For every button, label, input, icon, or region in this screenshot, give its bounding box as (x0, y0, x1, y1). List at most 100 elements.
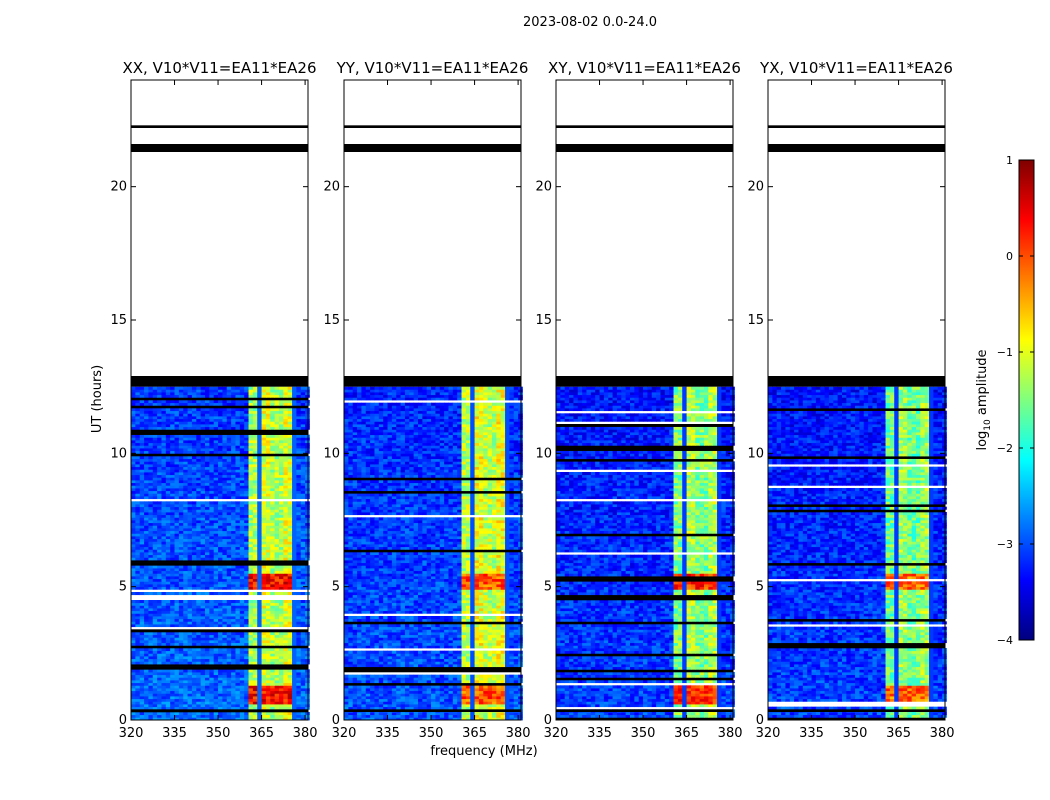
heatmap-cell (152, 472, 158, 476)
heatmap-cell (204, 413, 210, 417)
heatmap-cell (391, 706, 397, 710)
heatmap-cell (183, 448, 188, 452)
heatmap-cell (305, 717, 310, 721)
heatmap-cell (139, 586, 145, 590)
heatmap-cell (300, 472, 306, 476)
heatmap-cell (248, 410, 254, 414)
heatmap-cell (231, 616, 236, 620)
heatmap-cell (152, 530, 158, 534)
heatmap-cell (170, 682, 175, 686)
heatmap-cell (144, 530, 149, 534)
heatmap-cell (270, 520, 276, 524)
heatmap-cell (244, 674, 249, 678)
heatmap-cell (261, 504, 267, 508)
heatmap-cell (292, 517, 297, 521)
heatmap-cell (292, 680, 297, 684)
heatmap-cell (305, 448, 310, 452)
heatmap-cell (183, 434, 188, 438)
heatmap-cell (274, 501, 280, 505)
heatmap-cell (261, 602, 267, 606)
heatmap-cell (283, 485, 289, 489)
heatmap-cell (213, 528, 219, 532)
heatmap-cell (144, 394, 149, 398)
heatmap-cell (131, 493, 136, 497)
heatmap-cell (157, 386, 162, 390)
heatmap-cell (226, 442, 232, 446)
heatmap-cell (152, 525, 158, 529)
heatmap-cell (161, 661, 167, 665)
heatmap-cell (144, 445, 149, 449)
heatmap-cell (139, 400, 145, 404)
heatmap-cell (352, 690, 358, 694)
heatmap-cell (178, 717, 184, 721)
heatmap-cell (139, 656, 145, 660)
heatmap-cell (196, 613, 202, 617)
heatmap-cell (157, 701, 162, 705)
heatmap-cell (261, 701, 267, 705)
heatmap-cell (231, 421, 236, 425)
heatmap-cell (287, 704, 293, 708)
heatmap-cell (278, 501, 284, 505)
heatmap-cell (296, 514, 302, 518)
heatmap-cell (270, 712, 276, 716)
flagged-row (131, 645, 308, 649)
heatmap-cell (292, 536, 297, 540)
heatmap-cell (417, 698, 423, 702)
heatmap-cell (409, 696, 415, 700)
heatmap-cell (139, 688, 145, 692)
heatmap-cell (292, 506, 297, 510)
heatmap-cell (352, 688, 358, 692)
heatmap-cell (413, 690, 419, 694)
heatmap-cell (265, 549, 271, 553)
heatmap-cell (222, 656, 228, 660)
heatmap-cell (165, 554, 171, 558)
heatmap-cell (239, 496, 245, 500)
heatmap-cell (131, 613, 136, 617)
heatmap-cell (152, 496, 158, 500)
heatmap-cell (144, 634, 149, 638)
heatmap-cell (131, 514, 136, 518)
heatmap-cell (187, 696, 193, 700)
heatmap-cell (287, 501, 293, 505)
heatmap-cell (213, 416, 219, 420)
heatmap-cell (239, 661, 245, 665)
heatmap-cell (209, 538, 215, 542)
heatmap-cell (183, 485, 188, 489)
heatmap-cell (139, 658, 145, 662)
heatmap-cell (270, 522, 276, 526)
heatmap-cell (148, 514, 154, 518)
heatmap-cell (296, 528, 302, 532)
heatmap-cell (196, 592, 202, 596)
heatmap-cell (139, 546, 145, 550)
heatmap-cell (265, 669, 271, 673)
heatmap-cell (292, 693, 297, 697)
heatmap-cell (204, 536, 210, 540)
heatmap-cell (300, 712, 306, 716)
heatmap-cell (174, 680, 180, 684)
heatmap-cell (252, 413, 258, 417)
heatmap-cell (209, 458, 215, 462)
heatmap-cell (148, 528, 154, 532)
heatmap-cell (226, 661, 232, 665)
heatmap-cell (139, 714, 145, 718)
heatmap-cell (396, 693, 401, 697)
heatmap-cell (278, 554, 284, 558)
heatmap-cell (257, 616, 262, 620)
heatmap-cell (213, 693, 219, 697)
heatmap-cell (161, 642, 167, 646)
heatmap-cell (292, 434, 297, 438)
heatmap-cell (278, 648, 284, 652)
heatmap-cell (265, 658, 271, 662)
heatmap-cell (183, 517, 188, 521)
heatmap-cell (131, 602, 136, 606)
heatmap-cell (248, 400, 254, 404)
heatmap-cell (152, 610, 158, 614)
heatmap-cell (183, 413, 188, 417)
heatmap-cell (204, 533, 210, 537)
heatmap-cell (292, 549, 297, 553)
heatmap-cell (139, 610, 145, 614)
heatmap-cell (152, 437, 158, 441)
heatmap-cell (248, 386, 254, 390)
heatmap-cell (257, 624, 262, 628)
heatmap-cell (139, 450, 145, 454)
